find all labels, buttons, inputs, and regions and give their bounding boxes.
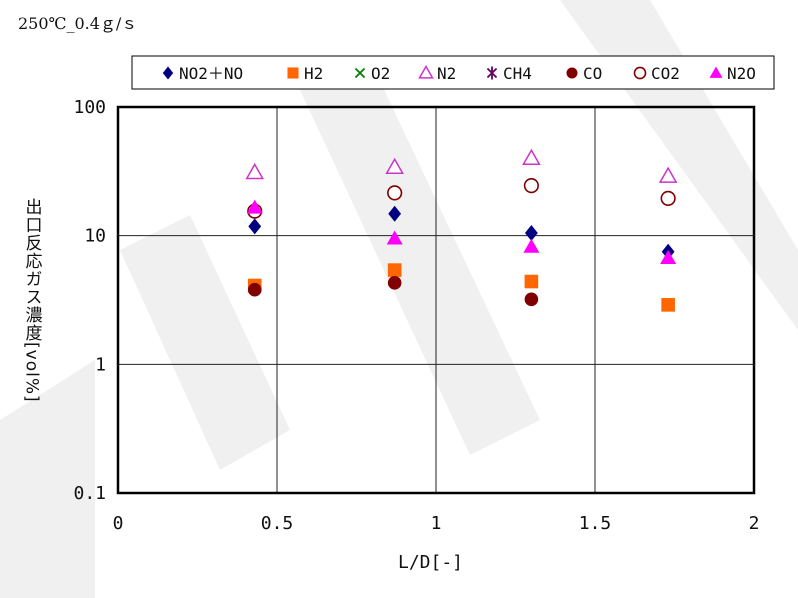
data-point xyxy=(388,205,402,222)
y-axis-label: 出口反応ガス濃度[vol%] xyxy=(21,197,42,403)
x-tick-label: 0 xyxy=(113,513,124,534)
x-tick-label: 0.5 xyxy=(261,513,294,534)
x-tick-label: 1 xyxy=(431,513,442,534)
legend-marker xyxy=(354,67,366,79)
legend-marker xyxy=(418,64,434,79)
legend-box xyxy=(131,55,775,90)
y-tick-label: 100 xyxy=(73,97,106,118)
tick-labels: 0 0.5 1 1.5 2 0.1 1 10 100 xyxy=(73,97,759,534)
data-points xyxy=(245,148,678,312)
legend-marker xyxy=(633,66,647,80)
data-point xyxy=(525,224,538,241)
data-point xyxy=(661,298,675,312)
plot-frame xyxy=(116,105,756,495)
data-point xyxy=(387,185,403,201)
x-tick-label: 1.5 xyxy=(579,513,612,534)
legend-label: CH4 xyxy=(503,64,532,83)
data-point xyxy=(246,199,263,214)
data-point xyxy=(387,276,402,290)
legend-marker xyxy=(287,67,299,79)
data-point xyxy=(523,177,540,194)
legend-label: N2 xyxy=(437,64,456,83)
legend-label: N2O xyxy=(727,64,756,83)
data-point xyxy=(523,238,540,253)
data-point xyxy=(247,282,262,297)
legend-marker xyxy=(486,66,498,80)
data-point xyxy=(245,162,265,180)
data-point xyxy=(524,274,539,289)
legend-label: CO xyxy=(583,64,602,83)
legend-marker xyxy=(709,66,723,78)
data-point xyxy=(387,263,402,277)
data-point xyxy=(386,230,403,245)
legend-label: H2 xyxy=(304,64,323,83)
legend: NO2＋NO H2 O2 N2 CH4 CO CO2 N2O xyxy=(131,55,775,90)
legend-marker xyxy=(162,66,174,80)
y-tick-label: 10 xyxy=(84,226,106,247)
data-point xyxy=(658,166,678,183)
y-tick-label: 1 xyxy=(95,354,106,375)
data-point xyxy=(524,292,539,307)
y-tick-label: 0.1 xyxy=(73,483,106,504)
legend-marker xyxy=(566,67,578,79)
grid-lines xyxy=(118,107,754,493)
chart-title: 250℃_0.4ｇ/ｓ xyxy=(18,14,138,33)
x-axis-label: L/D[-] xyxy=(398,552,464,573)
legend-label: O2 xyxy=(371,64,390,83)
data-point xyxy=(660,190,676,206)
data-point xyxy=(385,157,404,175)
y-axis-label-wrap: 出口反応ガス濃度[vol%] xyxy=(14,150,50,450)
data-point xyxy=(248,218,262,235)
legend-label: NO2＋NO xyxy=(179,64,243,83)
data-point xyxy=(660,250,677,265)
legend-label: CO2 xyxy=(651,64,680,83)
x-tick-label: 2 xyxy=(749,513,760,534)
data-point xyxy=(522,148,541,165)
